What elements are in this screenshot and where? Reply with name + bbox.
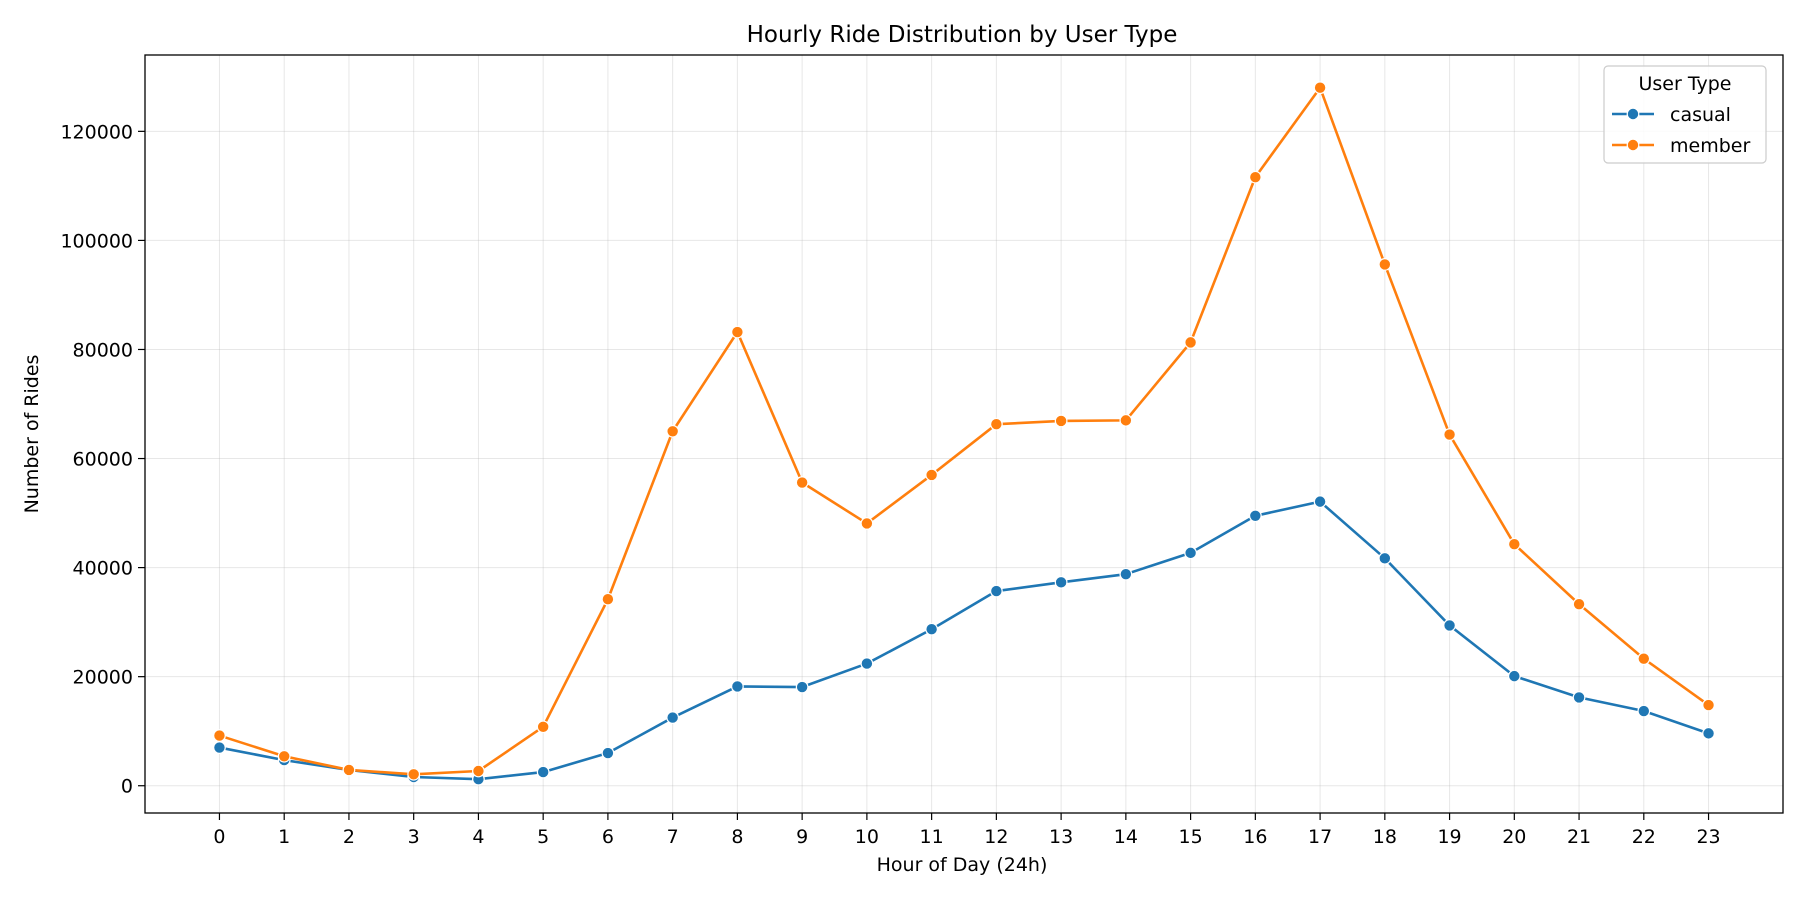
data-point-casual [666, 711, 680, 724]
data-point-member [1184, 335, 1198, 349]
data-point-member [1313, 81, 1327, 95]
data-point-casual [1702, 726, 1715, 740]
data-point-member [925, 468, 939, 482]
x-tick-label: 13 [1049, 826, 1073, 848]
data-point-member [601, 592, 615, 606]
legend: User Type casual member [1603, 65, 1767, 164]
x-tick-label: 21 [1567, 826, 1591, 848]
y-axis: 0 20000 40000 60000 80000 100000 120000 [60, 121, 145, 798]
data-point-casual [1378, 551, 1392, 565]
x-tick-label: 4 [472, 826, 484, 848]
x-tick-label: 20 [1502, 826, 1526, 848]
data-point-member [989, 417, 1003, 431]
data-point-casual [1184, 546, 1198, 560]
data-point-casual [730, 680, 744, 693]
data-point-casual [860, 657, 874, 670]
x-tick-label: 10 [855, 826, 879, 848]
x-tick-label: 7 [667, 826, 679, 848]
y-tick-label: 80000 [73, 339, 133, 361]
x-axis-title: Hour of Day (24h) [877, 854, 1048, 876]
data-point-member [1702, 698, 1715, 712]
data-point-casual [1507, 669, 1521, 683]
x-tick-label: 8 [731, 826, 743, 848]
chart-title: Hourly Ride Distribution by User Type [747, 22, 1178, 48]
data-point-member [1248, 170, 1262, 184]
data-point-member [1572, 597, 1586, 611]
y-tick-label: 100000 [60, 230, 133, 252]
x-tick-label: 6 [602, 826, 614, 848]
plot-frame [144, 54, 1784, 814]
data-point-member [342, 763, 356, 777]
x-tick-label: 1 [278, 826, 290, 848]
x-tick-label: 0 [213, 826, 225, 848]
y-tick-label: 40000 [73, 558, 133, 580]
data-point-member [860, 517, 874, 530]
y-tick-label: 120000 [60, 121, 133, 143]
x-tick-label: 2 [343, 826, 355, 848]
x-tick-label: 12 [984, 826, 1008, 848]
x-tick-label: 15 [1179, 826, 1203, 848]
data-point-member [1507, 537, 1521, 551]
data-point-member [536, 720, 550, 734]
legend-label-member: member [1670, 135, 1750, 157]
series-member [213, 81, 1715, 781]
legend-marker-casual [1626, 107, 1640, 121]
data-point-casual [795, 680, 809, 694]
grid [145, 55, 1783, 813]
legend-box [1603, 65, 1767, 164]
x-tick-label: 9 [796, 826, 808, 848]
x-tick-label: 14 [1114, 826, 1138, 848]
y-axis-title: Number of Rides [21, 355, 43, 514]
x-tick-label: 17 [1308, 826, 1332, 848]
x-tick-label: 18 [1373, 826, 1397, 848]
data-point-member [1119, 413, 1133, 427]
x-tick-label: 23 [1696, 826, 1720, 848]
legend-entry-member: member [1612, 135, 1750, 157]
data-point-casual [989, 584, 1003, 598]
data-point-casual [1313, 495, 1327, 509]
x-tick-label: 19 [1437, 826, 1461, 848]
data-point-casual [1119, 567, 1133, 581]
data-point-casual [536, 765, 550, 779]
legend-marker-member [1626, 138, 1640, 152]
x-tick-label: 5 [537, 826, 549, 848]
data-point-member [666, 424, 680, 438]
legend-entry-casual: casual [1612, 104, 1731, 126]
legend-entries: casual member [1612, 104, 1750, 157]
data-point-member [1443, 428, 1456, 441]
data-point-member [277, 749, 291, 763]
data-point-casual [1572, 690, 1586, 704]
series-line-member [218, 86, 1710, 776]
data-point-member [795, 476, 809, 489]
legend-label-casual: casual [1670, 104, 1731, 126]
data-point-member [472, 764, 485, 778]
data-point-casual [1637, 704, 1651, 718]
data-point-casual [1443, 619, 1456, 632]
x-axis: 0 1 2 3 4 5 6 7 8 9 10 11 12 13 14 15 16 17 18 19 20 21 22 23 [213, 813, 1721, 848]
data-point-casual [1054, 575, 1068, 589]
data-point-casual [601, 746, 615, 760]
x-tick-label: 16 [1243, 826, 1267, 848]
data-point-member [1637, 652, 1651, 666]
legend-title: User Type [1639, 73, 1732, 95]
series-layer [213, 81, 1715, 786]
x-tick-label: 11 [920, 826, 944, 848]
data-point-member [213, 729, 226, 742]
data-point-member [730, 325, 744, 339]
x-tick-label: 3 [408, 826, 420, 848]
data-point-member [1378, 258, 1392, 271]
series-line-casual [218, 500, 1710, 781]
x-tick-label: 22 [1632, 826, 1656, 848]
y-tick-label: 60000 [73, 449, 133, 471]
data-point-member [407, 767, 421, 781]
data-point-casual [925, 622, 939, 636]
data-point-casual [213, 741, 226, 754]
data-point-member [1054, 414, 1068, 428]
y-tick-label: 0 [121, 776, 133, 798]
data-point-casual [1248, 509, 1262, 523]
y-tick-label: 20000 [73, 667, 133, 689]
